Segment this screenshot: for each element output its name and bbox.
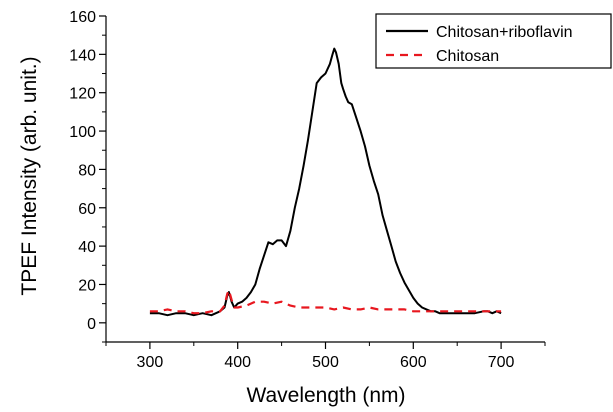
y-tick-label: 0 <box>87 316 96 333</box>
y-tick-label: 120 <box>69 86 96 103</box>
y-axis-label: TPEF Intensity (arb. unit.) <box>18 56 41 295</box>
series-line-1 <box>149 289 502 315</box>
x-tick-label: 500 <box>312 354 339 371</box>
y-tick-label: 40 <box>78 239 96 256</box>
x-tick-label: 300 <box>137 354 164 371</box>
y-tick-label: 100 <box>69 124 96 141</box>
x-axis-label: Wavelength (nm) <box>246 384 405 407</box>
y-tick-label: 80 <box>78 162 96 179</box>
y-tick-label: 20 <box>78 277 96 294</box>
y-tick-label: 160 <box>69 9 96 26</box>
y-tick-label: 140 <box>69 47 96 64</box>
x-tick-label: 600 <box>400 354 427 371</box>
legend-label-0: Chitosan+riboflavin <box>436 24 573 41</box>
legend-label-1: Chitosan <box>436 48 499 65</box>
series-layer <box>149 47 502 317</box>
x-axis-ticks: 300 400 500 600 700 <box>105 342 546 371</box>
y-tick-label: 60 <box>78 201 96 218</box>
series-line-0 <box>149 47 502 317</box>
x-tick-label: 700 <box>488 354 515 371</box>
legend-box <box>375 13 612 69</box>
legend: Chitosan+riboflavin Chitosan <box>375 13 612 69</box>
x-tick-label: 400 <box>224 354 251 371</box>
y-axis-ticks: 0 20 40 60 80 100 120 140 160 <box>69 9 106 343</box>
